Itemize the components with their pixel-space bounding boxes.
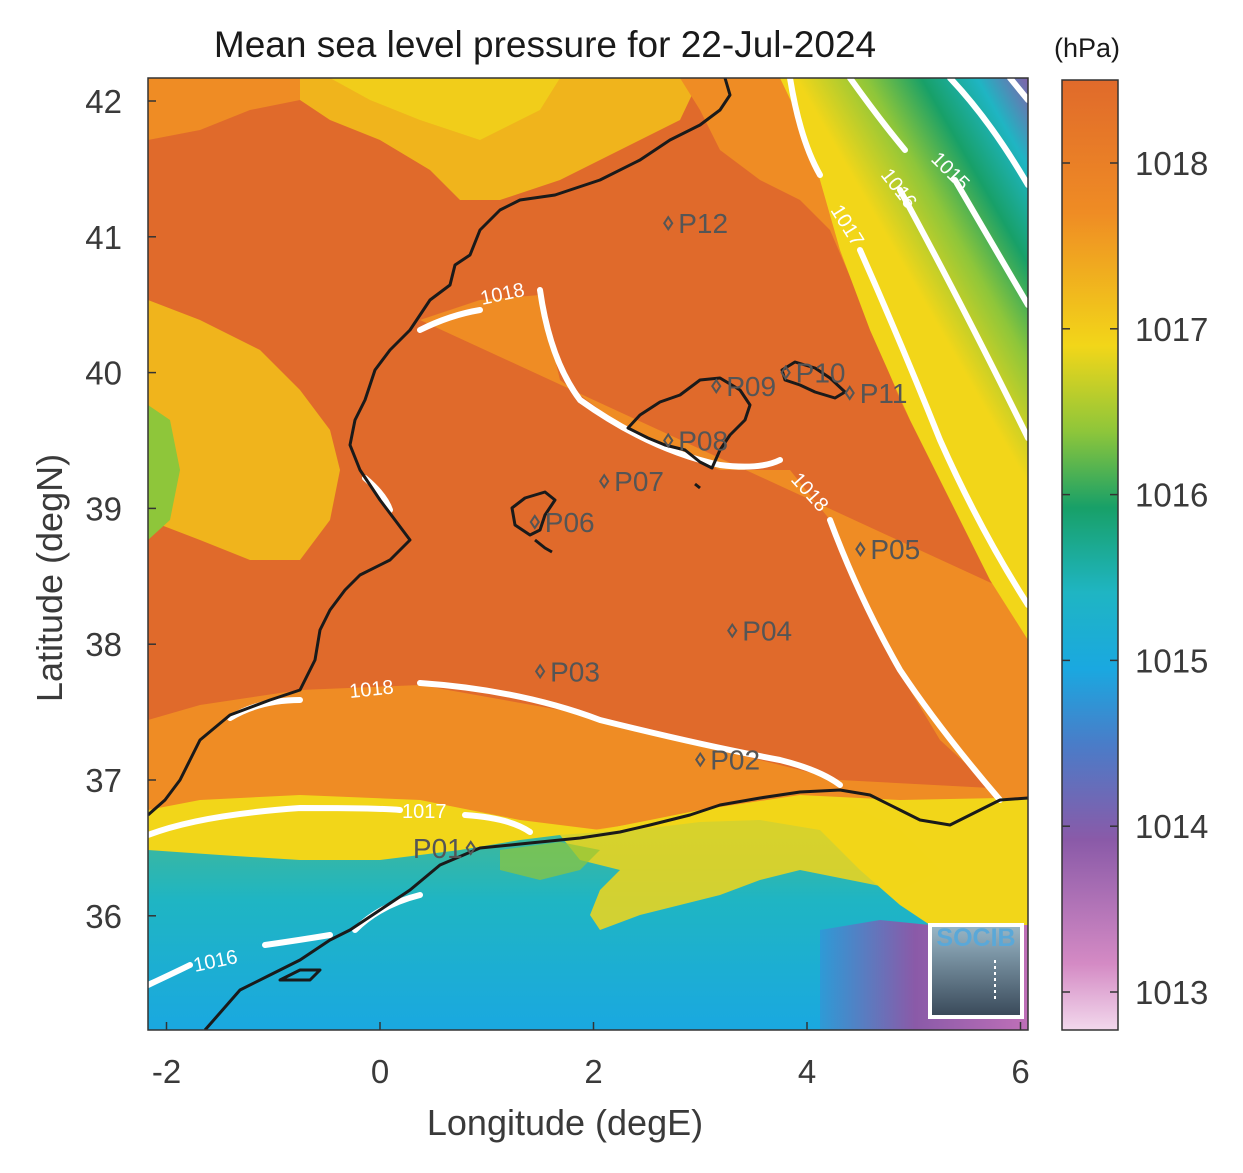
- x-tick-label: 0: [371, 1053, 389, 1090]
- colorbar-tick-label: 1013: [1135, 974, 1208, 1011]
- station-label: P10: [796, 358, 846, 389]
- y-tick-label: 36: [85, 898, 122, 935]
- y-tick-label: 39: [85, 490, 122, 527]
- coastline-iberia: [148, 78, 732, 817]
- field-africa-coast-green: [500, 842, 600, 880]
- colorbar-tick-label: 1017: [1135, 311, 1208, 348]
- station-point-p04: P04: [727, 616, 792, 647]
- field-iberia-west-green: [148, 405, 180, 540]
- station-marker-icon: [780, 364, 791, 381]
- x-axis-label: Longitude (degE): [427, 1102, 703, 1143]
- station-label: P03: [550, 656, 600, 687]
- x-tick-label: -2: [152, 1053, 181, 1090]
- colorbar-tick-label: 1016: [1135, 477, 1208, 514]
- x-axis: -2 0 2 4 6: [152, 1022, 1030, 1090]
- field-iberia-west: [148, 300, 340, 560]
- station-marker-icon: [711, 378, 722, 394]
- x-tick-label: 4: [798, 1053, 816, 1090]
- colorbar-tick-label: 1015: [1135, 642, 1208, 679]
- station-points: P01 P02 P03 P04 P05 P06 P07 P08 P09 P10 P11 P12: [413, 208, 920, 864]
- station-marker-icon: [844, 385, 855, 401]
- contour-1016: [897, 187, 1028, 441]
- y-axis: 42 41 40 39 38 37 36: [85, 83, 156, 935]
- y-tick-label: 37: [85, 762, 122, 799]
- coastline-ibiza: [510, 490, 557, 537]
- station-point-p12: P12: [663, 208, 728, 239]
- station-marker-icon: [598, 473, 610, 490]
- station-marker-icon: [727, 622, 738, 639]
- station-marker-icon: [465, 840, 476, 856]
- y-tick-label: 38: [85, 626, 122, 663]
- colorbar-bar: [1061, 79, 1119, 1031]
- coastlines: [148, 78, 1028, 1030]
- x-tick-label: 6: [1011, 1053, 1029, 1090]
- map-frame: [147, 77, 1029, 1031]
- station-marker-icon: [534, 663, 546, 680]
- map-plot-area: 1015 1016 1017 1018 1018 1018 1017 1016 …: [148, 78, 1028, 1030]
- contour-1017-south: [148, 804, 533, 838]
- station-point-p03: P03: [534, 656, 600, 687]
- station-label: P11: [860, 378, 908, 409]
- station-point-p07: P07: [598, 466, 664, 497]
- station-point-p02: P02: [695, 745, 760, 776]
- contour-1018-south: [227, 680, 843, 788]
- station-point-p06: P06: [529, 507, 595, 538]
- y-tick-label: 41: [85, 219, 122, 256]
- field-africa-coast-mottle: [560, 800, 940, 930]
- socib-logo: SOCIB: [928, 923, 1024, 1019]
- station-marker-icon: [695, 751, 706, 768]
- station-point-p10: P10: [780, 358, 846, 389]
- station-label: P02: [710, 745, 760, 776]
- station-point-p09: P09: [711, 371, 776, 402]
- station-label: P09: [726, 371, 776, 402]
- y-tick-label: 42: [85, 83, 122, 120]
- contour-1015: [847, 78, 1028, 308]
- station-label: P01: [413, 833, 463, 864]
- chart-title: Mean sea level pressure for 22-Jul-2024: [214, 24, 876, 65]
- coastline-formentera: [534, 538, 553, 554]
- colorbar: 1018 1017 1016 1015 1014 1013: [1061, 79, 1208, 1031]
- station-label: P05: [870, 534, 920, 565]
- socib-logo-box: [928, 923, 1024, 1019]
- station-marker-icon: [855, 541, 866, 557]
- colorbar-tick-label: 1018: [1135, 145, 1208, 182]
- station-point-p08: P08: [663, 426, 728, 457]
- coastline-cabrera: [694, 482, 701, 490]
- colorbar-units-label: (hPa): [1054, 33, 1120, 63]
- station-label: P07: [614, 466, 664, 497]
- field-yellow-top: [330, 78, 560, 140]
- contour-1018-mid: [417, 287, 1003, 803]
- station-label: P12: [678, 208, 728, 239]
- station-label: P06: [545, 507, 595, 538]
- station-point-p01: P01: [413, 833, 476, 864]
- contour-lines: [148, 78, 1028, 988]
- y-tick-label: 40: [85, 355, 122, 392]
- x-tick-label: 2: [584, 1053, 602, 1090]
- contour-label: 1017: [402, 801, 447, 823]
- socib-logo-text: SOCIB: [936, 924, 1015, 952]
- field-orange-nw: [148, 78, 300, 140]
- coastline-alboran: [278, 968, 322, 982]
- contour-1014: [947, 78, 1028, 188]
- station-label: P08: [678, 426, 728, 457]
- station-marker-icon: [663, 432, 674, 449]
- coastline-menorca: [780, 360, 847, 400]
- contour-label: 1018: [348, 676, 395, 703]
- coastline-mallorca: [626, 376, 752, 470]
- station-marker-icon: [663, 215, 674, 232]
- colorbar-ticks: 1018 1017 1016 1015 1014 1013: [1062, 145, 1208, 1011]
- station-label: P04: [742, 616, 792, 647]
- contour-1014b: [1007, 78, 1028, 103]
- colorbar-tick-label: 1014: [1135, 808, 1208, 845]
- station-point-p11: P11: [844, 378, 908, 409]
- contour-1017-ne: [787, 78, 1028, 608]
- station-point-p05: P05: [855, 534, 920, 565]
- station-marker-icon: [529, 514, 540, 530]
- coastline-africa: [203, 788, 1028, 1030]
- field-sea-southwest: [148, 820, 1028, 1030]
- y-axis-label: Latitude (degN): [29, 454, 70, 702]
